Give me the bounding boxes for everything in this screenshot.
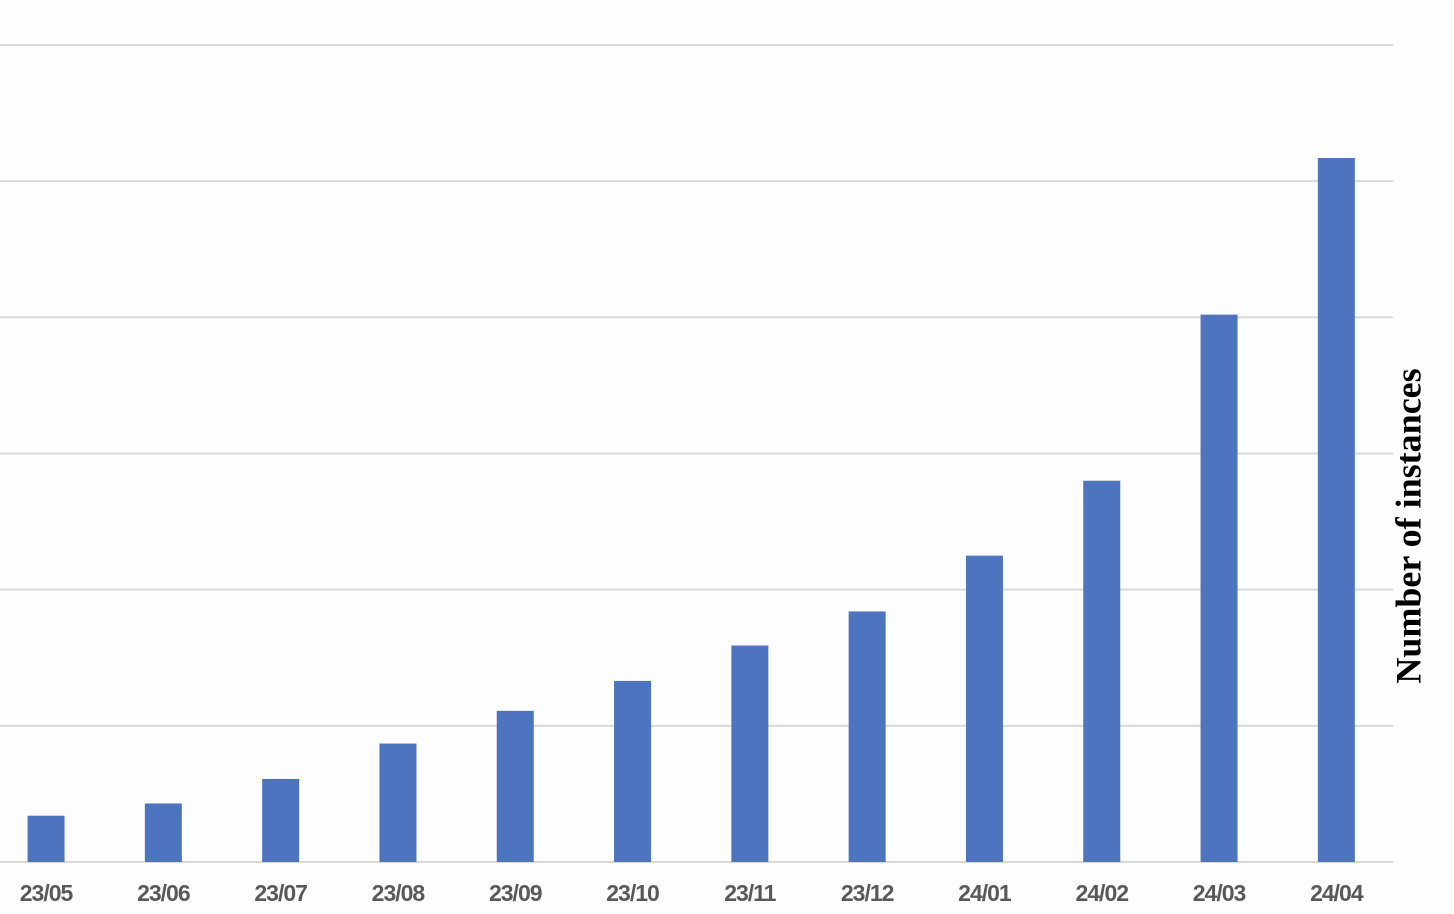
x-tick-label: 24/03 <box>1193 880 1246 906</box>
x-tick-label: 23/12 <box>841 880 894 906</box>
y-axis-title: Number of instances <box>1388 368 1428 683</box>
bar <box>379 743 417 862</box>
x-tick-label: 24/02 <box>1075 880 1128 906</box>
x-tick-label: 24/01 <box>958 880 1012 906</box>
x-tick-label: 23/08 <box>372 880 426 906</box>
bar <box>1200 314 1238 862</box>
bar <box>27 815 65 862</box>
bar <box>262 778 300 862</box>
bar <box>965 555 1003 862</box>
bar <box>496 710 534 862</box>
x-tick-label: 23/06 <box>137 880 190 906</box>
bar <box>731 645 769 862</box>
x-tick-label: 23/11 <box>724 880 776 906</box>
bar <box>614 680 652 862</box>
x-tick-label: 23/09 <box>489 880 542 906</box>
x-tick-label: 23/10 <box>606 880 659 906</box>
x-tick-label: 24/04 <box>1310 880 1364 906</box>
bar <box>1083 480 1121 862</box>
bar <box>144 803 182 862</box>
bar <box>1317 158 1355 863</box>
x-tick-label: 23/05 <box>20 880 74 906</box>
x-tick-label: 23/07 <box>254 880 307 906</box>
bar <box>848 611 886 862</box>
